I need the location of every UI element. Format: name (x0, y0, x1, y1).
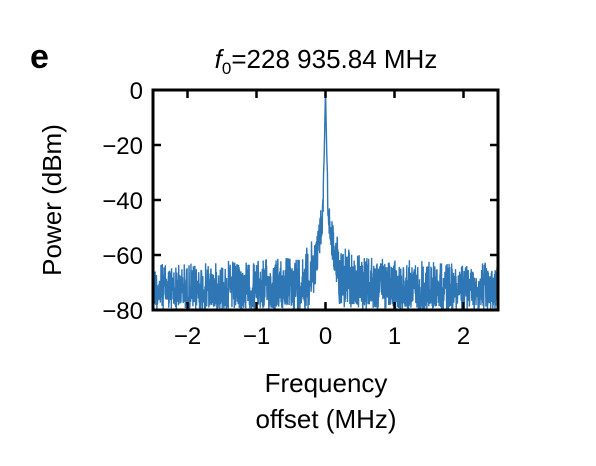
y-tick-label: −60 (102, 243, 143, 270)
y-tick-label: −80 (102, 298, 143, 325)
x-tick-label: 0 (319, 323, 332, 350)
title-subscript: 0 (222, 59, 231, 78)
title-suffix: =228 935.84 MHz (231, 44, 437, 74)
plot-area: 0 −20 −40 −60 −80 −2 −1 0 1 2 (102, 78, 500, 350)
chart-title: f0=228 935.84 MHz (215, 44, 438, 78)
title-prefix: f (215, 44, 225, 74)
y-axis-title: Power (dBm) (37, 124, 67, 276)
y-tick-label: 0 (130, 78, 143, 105)
x-tick-label: −2 (174, 323, 201, 350)
x-axis-title-line1: Frequency (265, 368, 388, 398)
x-tick-label: 2 (457, 323, 470, 350)
x-tick-label: −1 (243, 323, 270, 350)
x-axis-title-line2: offset (MHz) (255, 404, 396, 434)
y-tick-label: −40 (102, 188, 143, 215)
x-tick-label: 1 (388, 323, 401, 350)
y-tick-label: −20 (102, 133, 143, 160)
spectrum-trace (153, 90, 498, 310)
panel-label: e (30, 38, 49, 76)
